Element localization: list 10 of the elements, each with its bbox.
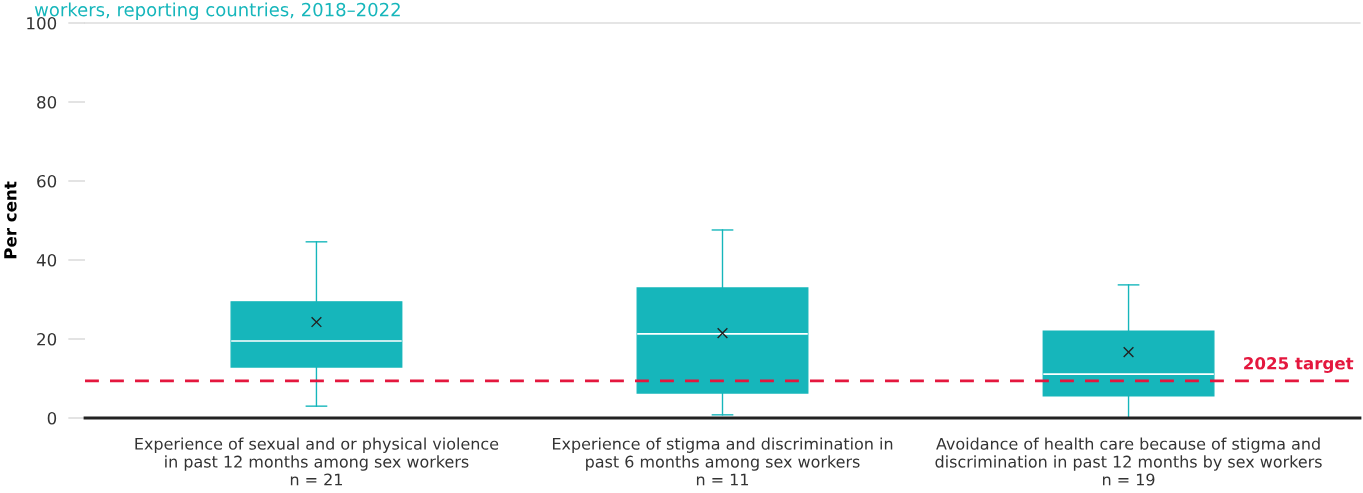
- x-tick-label: Avoidance of health care because of stigma and discrimination in past 12 months by sex workers n = 19: [935, 437, 1322, 486]
- y-tick-label: 60: [37, 174, 57, 188]
- x-tick-label: Experience of stigma and discrimination in past 6 months among sex workers n = 11: [552, 437, 893, 486]
- y-tick-label: 20: [37, 332, 57, 346]
- ref-line-label: 2025 target: [1244, 357, 1354, 373]
- y-tick-label: 80: [37, 95, 57, 109]
- x-tick-label: Experience of sexual and or physical violence in past 12 months among sex workers n = 21: [135, 437, 499, 486]
- y-axis-title: Per cent: [4, 181, 17, 259]
- y-tick-label: 40: [36, 253, 57, 267]
- y-tick-label: 0: [47, 411, 57, 425]
